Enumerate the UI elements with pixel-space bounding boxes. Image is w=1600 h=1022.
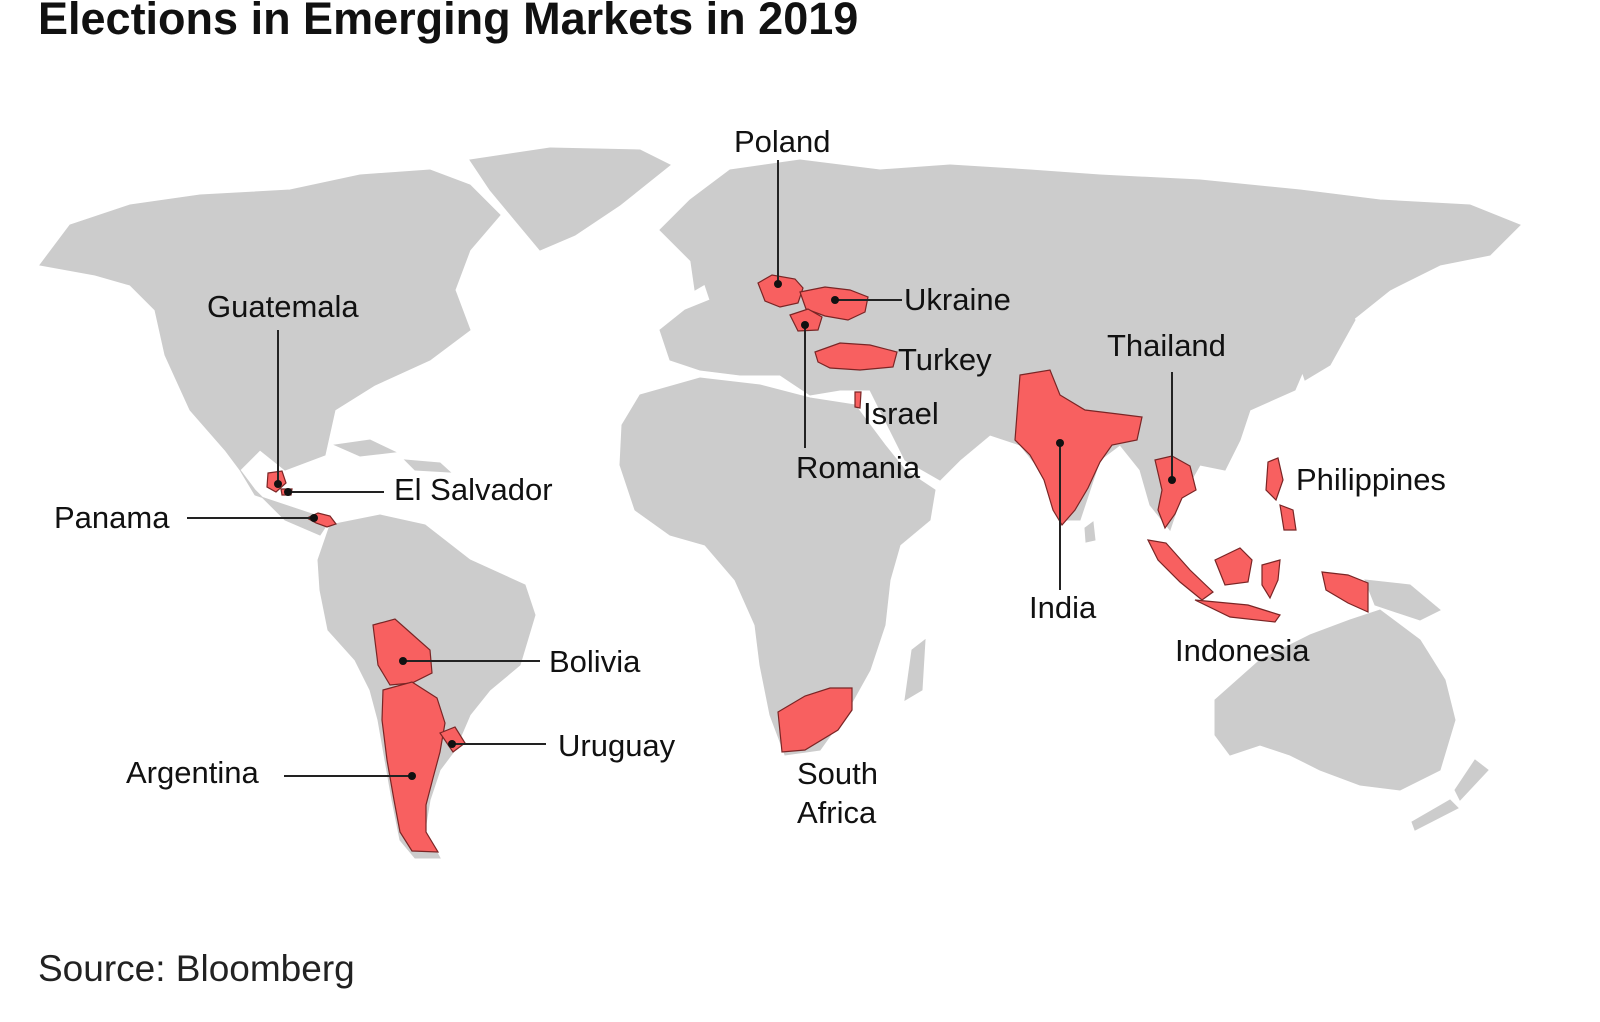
label-uruguay: Uruguay (558, 728, 676, 763)
dot-thailand (1168, 476, 1176, 484)
country-philippines (1265, 457, 1297, 531)
country-poland (757, 274, 804, 308)
dot-el-salvador (284, 488, 292, 496)
label-panama: Panama (54, 500, 170, 535)
map-title: Elections in Emerging Markets in 2019 (38, 0, 859, 44)
land-caribbean (333, 439, 452, 473)
country-indonesia-sumatra (1146, 539, 1214, 601)
marker-dots (274, 280, 1176, 780)
land-japan (1299, 299, 1356, 381)
land-britain (689, 244, 713, 291)
base-land (39, 147, 1521, 859)
label-south-africa-line-2: Africa (797, 795, 877, 830)
country-turkey (814, 342, 898, 371)
dot-india (1056, 439, 1064, 447)
land-sri-lanka (1084, 521, 1096, 543)
label-south-africa: South Africa (797, 756, 887, 830)
dot-argentina (408, 772, 416, 780)
label-romania: Romania (796, 450, 921, 485)
country-south-africa (777, 687, 853, 753)
dot-romania (801, 321, 809, 329)
label-israel: Israel (863, 396, 939, 431)
label-poland: Poland (734, 124, 831, 159)
dot-uruguay (448, 740, 456, 748)
land-new-guinea (1364, 579, 1441, 621)
label-india: India (1029, 590, 1097, 625)
country-israel (854, 391, 862, 409)
label-south-africa-line-1: South (797, 756, 878, 791)
label-bolivia: Bolivia (549, 644, 641, 679)
land-africa (619, 377, 936, 756)
label-guatemala: Guatemala (207, 289, 359, 324)
label-el-salvador: El Salvador (394, 472, 553, 507)
country-indonesia-sulawesi (1261, 559, 1281, 600)
land-eurasia (659, 159, 1521, 532)
country-india (1014, 369, 1143, 527)
land-australia (1214, 609, 1456, 791)
dot-ukraine (831, 296, 839, 304)
highlighted-countries (266, 274, 1369, 853)
label-ukraine: Ukraine (904, 282, 1011, 317)
land-greenland (469, 147, 671, 251)
label-thailand: Thailand (1107, 328, 1226, 363)
country-argentina (381, 681, 446, 853)
label-indonesia: Indonesia (1175, 633, 1310, 668)
country-indonesia-kalimantan (1214, 547, 1253, 586)
label-turkey: Turkey (898, 342, 992, 377)
dot-guatemala (274, 480, 282, 488)
label-philippines: Philippines (1296, 462, 1446, 497)
land-new-zealand (1411, 759, 1489, 831)
label-argentina: Argentina (126, 755, 259, 790)
source-note: Source: Bloomberg (38, 948, 355, 989)
dot-panama (310, 514, 318, 522)
land-madagascar (904, 638, 926, 701)
country-bolivia (372, 618, 433, 686)
country-indonesia-papua (1321, 571, 1369, 613)
country-romania (789, 308, 823, 332)
country-thailand (1154, 455, 1197, 530)
leader-lines (187, 160, 1173, 777)
dot-bolivia (399, 657, 407, 665)
land-north-america (39, 169, 501, 536)
country-indonesia-java (1194, 599, 1281, 623)
country-labels: Poland Ukraine Turkey Israel Romania Gua… (54, 124, 1446, 830)
dot-poland (774, 280, 782, 288)
